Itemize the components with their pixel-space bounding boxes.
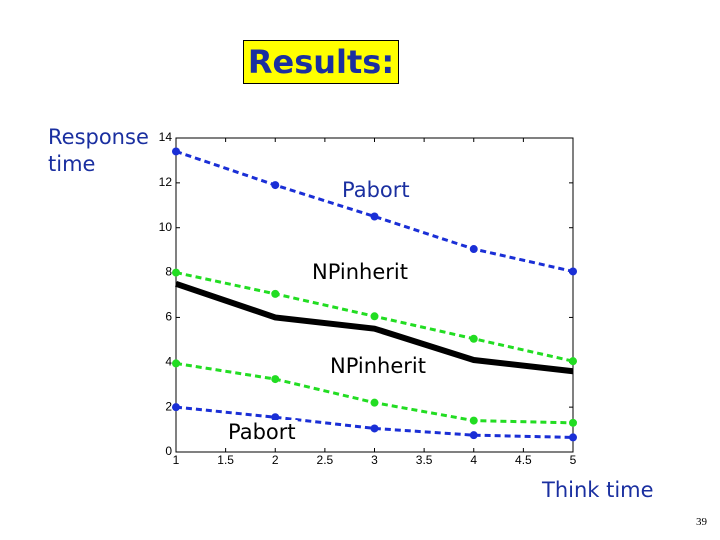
data-point xyxy=(271,181,280,190)
annotation: Pabort xyxy=(342,178,410,202)
x-tick-label: 2 xyxy=(272,453,279,467)
x-tick-label: 3 xyxy=(371,453,378,467)
data-point xyxy=(271,413,280,422)
data-point xyxy=(172,147,180,156)
series-line xyxy=(175,405,574,439)
y-tick-label: 0 xyxy=(165,444,172,458)
data-point xyxy=(569,418,577,427)
annotation-bg xyxy=(226,420,298,444)
page-number: 39 xyxy=(696,516,707,528)
data-point xyxy=(569,267,577,276)
data-point xyxy=(370,398,379,407)
data-point xyxy=(469,245,478,254)
data-point xyxy=(569,433,577,442)
x-tick-label: 1.5 xyxy=(217,453,234,467)
annotation-bg xyxy=(328,354,428,378)
annotation-bg xyxy=(310,260,410,284)
annotation: Pabort xyxy=(228,420,296,444)
annotation: NPinherit xyxy=(330,354,426,378)
y-tick-label: 2 xyxy=(165,399,172,413)
x-tick-label: 2.5 xyxy=(317,453,334,467)
x-tick-label: 4.5 xyxy=(515,453,532,467)
data-point xyxy=(370,312,379,321)
data-point xyxy=(469,334,478,343)
data-point xyxy=(370,424,379,433)
data-point xyxy=(271,375,280,384)
y-tick-label: 12 xyxy=(159,175,173,189)
x-tick-label: 5 xyxy=(570,453,577,467)
x-tick-label: 4 xyxy=(470,453,477,467)
x-tick-label: 1 xyxy=(173,453,180,467)
chart-title: Results: xyxy=(243,40,399,84)
x-tick-label: 3.5 xyxy=(416,453,433,467)
series-line xyxy=(175,150,574,273)
y-tick-label: 4 xyxy=(165,354,172,368)
y-tick-label: 10 xyxy=(159,220,173,234)
series-line xyxy=(175,280,574,375)
y-axis-label: Response time xyxy=(48,125,149,176)
x-axis-label: Think time xyxy=(542,478,654,502)
data-point xyxy=(469,416,478,425)
y-tick-label: 6 xyxy=(165,310,172,324)
data-point xyxy=(172,268,180,277)
y-tick-label: 8 xyxy=(165,265,172,279)
data-point xyxy=(172,359,180,368)
annotation: NPinherit xyxy=(312,260,408,284)
annotation-bg xyxy=(340,178,412,202)
data-point xyxy=(469,431,478,440)
data-point xyxy=(172,403,180,412)
data-point xyxy=(271,289,280,298)
data-point xyxy=(370,212,379,221)
y-tick-label: 14 xyxy=(159,130,173,144)
data-point xyxy=(569,357,577,366)
